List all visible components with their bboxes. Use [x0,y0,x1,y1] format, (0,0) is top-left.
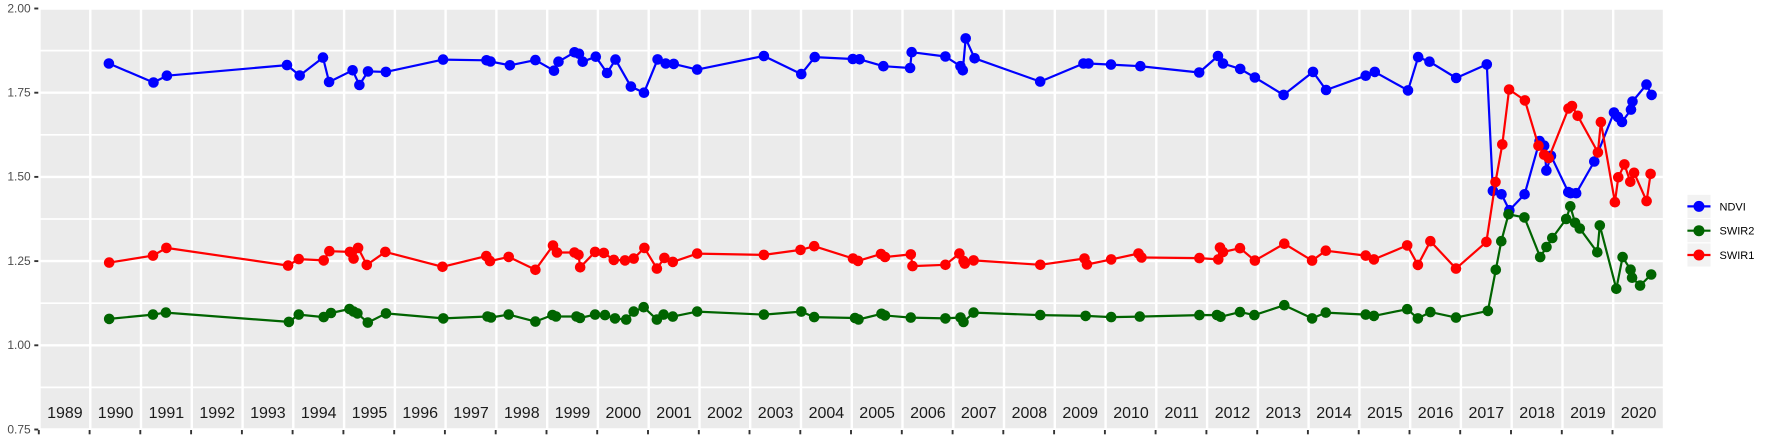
svg-text:1996: 1996 [402,405,438,422]
svg-text:2009: 2009 [1062,405,1098,422]
svg-text:1.75: 1.75 [7,86,31,100]
svg-text:0.75: 0.75 [7,422,31,436]
svg-text:1997: 1997 [453,405,489,422]
svg-text:SWIR1: SWIR1 [1720,250,1755,262]
svg-text:2012: 2012 [1215,405,1251,422]
svg-text:NDVI: NDVI [1720,201,1746,213]
svg-text:2020: 2020 [1621,405,1657,422]
svg-text:1.50: 1.50 [7,170,31,184]
svg-text:2003: 2003 [758,405,794,422]
svg-text:2000: 2000 [606,405,642,422]
svg-text:2.00: 2.00 [7,1,31,15]
svg-text:1.00: 1.00 [7,338,31,352]
svg-text:2008: 2008 [1012,405,1048,422]
svg-text:1999: 1999 [555,405,591,422]
svg-text:2015: 2015 [1367,405,1403,422]
svg-text:2011: 2011 [1164,405,1199,422]
svg-text:2014: 2014 [1316,405,1352,422]
svg-text:2007: 2007 [961,405,997,422]
svg-text:1992: 1992 [199,405,235,422]
svg-text:2001: 2001 [656,405,692,422]
svg-text:1995: 1995 [352,405,388,422]
svg-text:2017: 2017 [1469,405,1505,422]
svg-text:1993: 1993 [250,405,286,422]
svg-text:2004: 2004 [809,405,845,422]
svg-text:1994: 1994 [301,405,337,422]
svg-text:1998: 1998 [504,405,540,422]
svg-text:2005: 2005 [859,405,895,422]
svg-text:1990: 1990 [98,405,134,422]
svg-text:2002: 2002 [707,405,743,422]
svg-text:1.25: 1.25 [7,254,31,268]
svg-text:2018: 2018 [1519,405,1555,422]
svg-text:2006: 2006 [910,405,946,422]
svg-text:1991: 1991 [149,405,185,422]
svg-text:1989: 1989 [47,405,83,422]
svg-text:2019: 2019 [1570,405,1606,422]
svg-text:SWIR2: SWIR2 [1720,226,1755,238]
svg-text:2016: 2016 [1418,405,1454,422]
svg-text:2010: 2010 [1113,405,1149,422]
svg-text:2013: 2013 [1266,405,1302,422]
